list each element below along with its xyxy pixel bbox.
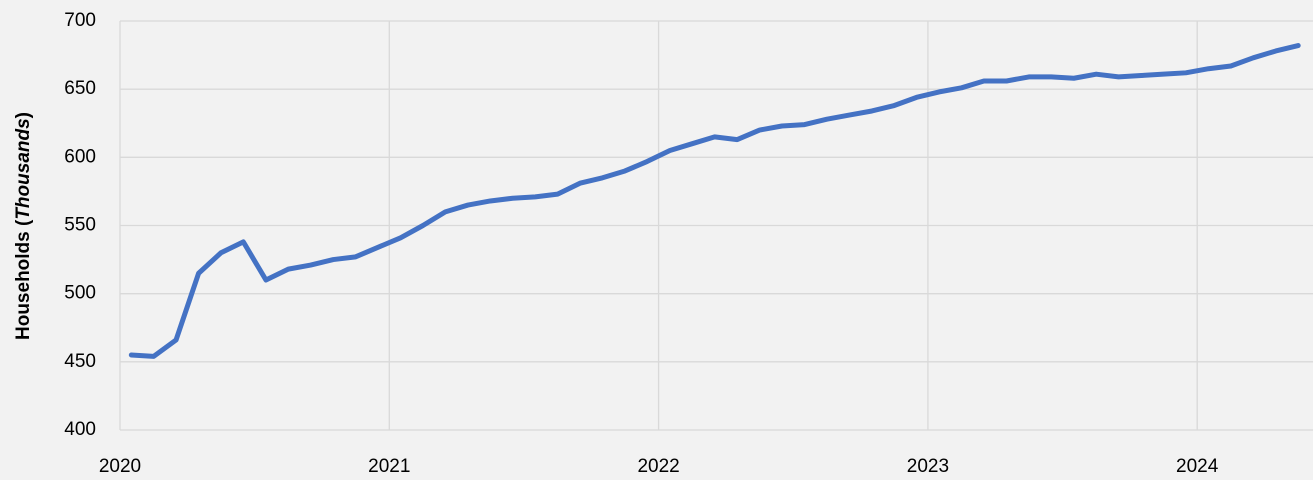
y-tick-label: 500 bbox=[64, 283, 96, 304]
x-tick-label: 2024 bbox=[1176, 456, 1219, 477]
x-tick-label: 2023 bbox=[907, 456, 949, 477]
y-axis-title-part: Thousands bbox=[13, 118, 34, 219]
x-tick-label: 2022 bbox=[637, 456, 679, 477]
y-axis-title-part: ) bbox=[13, 112, 34, 118]
y-axis-title: Households (Thousands) bbox=[13, 112, 34, 340]
y-tick-label: 550 bbox=[64, 215, 96, 236]
x-tick-label: 2021 bbox=[368, 456, 410, 477]
y-tick-label: 700 bbox=[64, 10, 96, 31]
y-tick-label: 600 bbox=[64, 146, 96, 167]
y-tick-label: 400 bbox=[64, 419, 96, 440]
line bbox=[128, 43, 1301, 359]
x-tick-label: 2020 bbox=[99, 456, 141, 477]
y-tick-label: 450 bbox=[64, 351, 96, 372]
y-axis-title-part: Households ( bbox=[13, 219, 34, 340]
y-tick-label: 650 bbox=[64, 78, 96, 99]
